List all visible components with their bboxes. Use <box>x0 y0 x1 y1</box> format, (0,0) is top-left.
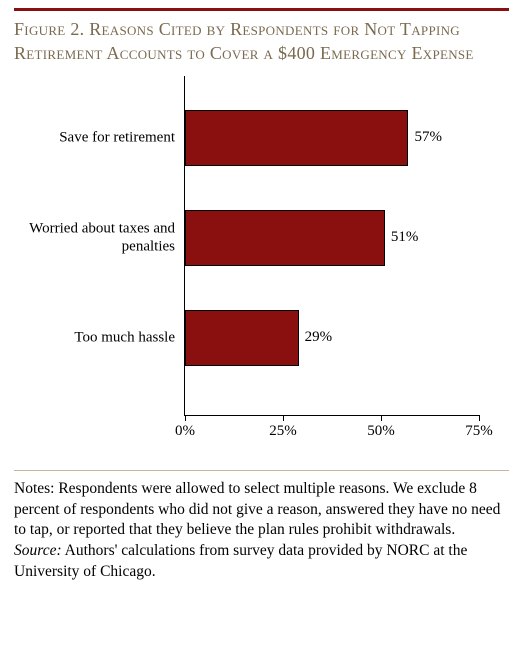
bar-value-label: 29% <box>305 329 333 346</box>
chart-area: 0% 25% 50% 75% 57% Save for retirement 51% Worr… <box>24 76 499 456</box>
bar <box>185 110 408 166</box>
bar <box>185 310 299 366</box>
bar <box>185 210 385 266</box>
source-label: Source: <box>14 542 62 559</box>
plot-inner: 0%25%50%75%57%Save for retirement51%Worr… <box>185 76 479 415</box>
bar-value-label: 57% <box>414 129 442 146</box>
x-tick-label: 50% <box>367 423 395 440</box>
x-tick <box>381 415 382 421</box>
notes-text: Notes: Respondents were allowed to selec… <box>14 480 500 539</box>
notes-divider <box>14 470 509 471</box>
figure-notes: Notes: Respondents were allowed to selec… <box>14 479 509 584</box>
figure-title: Figure 2. Reasons Cited by Respondents f… <box>14 17 509 66</box>
top-rule <box>14 8 509 11</box>
x-tick-label: 25% <box>269 423 297 440</box>
x-tick-label: 75% <box>465 423 493 440</box>
plot-region: 0%25%50%75%57%Save for retirement51%Worr… <box>184 76 479 416</box>
category-label: Save for retirement <box>25 128 175 147</box>
bar-value-label: 51% <box>391 229 419 246</box>
x-tick-label: 0% <box>175 423 195 440</box>
category-label: Worried about taxes and penalties <box>25 219 175 257</box>
source-text: Authors' calculations from survey data p… <box>14 542 467 580</box>
x-tick <box>283 415 284 421</box>
figure-container: Figure 2. Reasons Cited by Respondents f… <box>0 0 523 597</box>
category-label: Too much hassle <box>25 328 175 347</box>
x-tick <box>185 415 186 421</box>
x-tick <box>479 415 480 421</box>
